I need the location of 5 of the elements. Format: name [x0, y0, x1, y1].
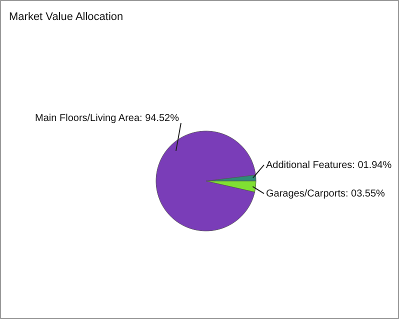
slice-label: Main Floors/Living Area: 94.52% [35, 113, 180, 124]
pie-slice [156, 130, 256, 232]
chart-title: Market Value Allocation [9, 11, 124, 23]
slice-label: Garages/Carports: 03.55% [266, 188, 386, 200]
slice-label: Additional Features: 01.94% [266, 160, 392, 171]
